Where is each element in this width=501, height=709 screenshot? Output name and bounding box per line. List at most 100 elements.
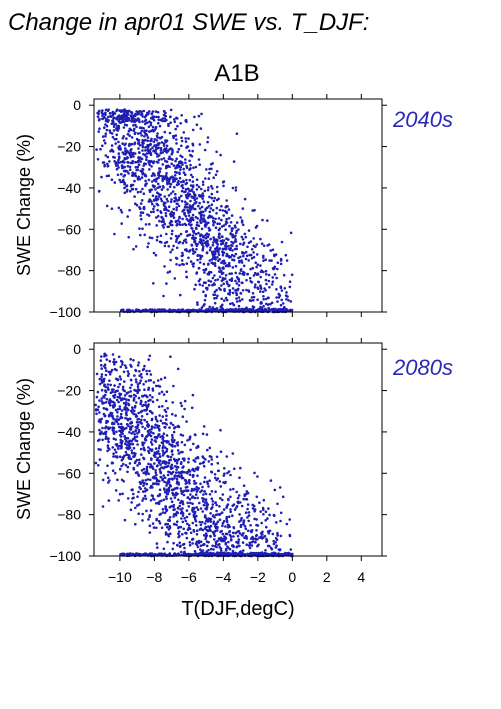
data-point xyxy=(161,449,164,452)
data-point xyxy=(221,180,225,184)
data-point xyxy=(210,490,214,493)
data-point xyxy=(176,449,180,452)
data-point xyxy=(132,412,135,416)
data-point xyxy=(274,537,278,540)
data-point xyxy=(168,221,172,225)
data-point xyxy=(100,375,103,379)
data-point xyxy=(218,275,222,279)
data-point xyxy=(159,197,163,201)
data-point xyxy=(164,175,168,179)
data-point xyxy=(229,495,232,499)
data-point xyxy=(244,527,248,531)
data-point xyxy=(192,249,195,253)
ticks-2040s: 0−20−40−60−80−100 xyxy=(49,94,387,320)
data-point xyxy=(106,155,110,159)
data-point xyxy=(150,494,154,497)
data-point xyxy=(211,276,215,280)
data-point xyxy=(265,525,268,529)
data-point xyxy=(168,185,172,188)
data-point xyxy=(124,117,128,121)
data-point xyxy=(180,489,183,493)
data-point xyxy=(210,462,214,466)
data-point xyxy=(191,196,194,199)
data-point xyxy=(202,497,205,501)
data-point xyxy=(149,441,153,444)
data-point xyxy=(181,466,184,469)
data-point xyxy=(187,460,190,464)
data-point xyxy=(167,490,171,493)
data-point xyxy=(159,167,162,170)
data-point xyxy=(144,184,147,187)
data-point xyxy=(154,188,157,191)
data-point xyxy=(114,489,118,492)
data-point xyxy=(201,284,204,287)
data-point xyxy=(199,490,202,494)
data-point xyxy=(217,469,220,473)
data-point xyxy=(202,262,206,266)
data-point xyxy=(181,209,184,213)
data-point xyxy=(154,417,158,421)
data-point xyxy=(175,246,179,250)
data-point xyxy=(143,135,146,138)
data-point xyxy=(225,506,228,510)
data-point xyxy=(235,275,239,279)
data-point xyxy=(257,280,260,284)
data-point xyxy=(112,360,115,364)
data-point xyxy=(145,158,148,161)
data-point xyxy=(185,509,189,512)
data-point xyxy=(138,420,141,424)
data-point xyxy=(167,244,170,248)
data-point xyxy=(215,455,219,459)
data-point xyxy=(117,119,121,122)
data-point xyxy=(175,138,178,141)
data-point xyxy=(175,206,178,209)
data-point xyxy=(249,299,253,303)
data-point xyxy=(161,511,165,514)
data-point xyxy=(137,512,140,515)
data-point xyxy=(149,142,152,146)
data-point xyxy=(163,208,166,211)
data-point xyxy=(109,404,112,407)
data-point xyxy=(202,214,206,217)
data-point xyxy=(162,474,165,477)
data-point xyxy=(117,152,121,155)
data-point xyxy=(209,547,213,551)
data-point xyxy=(117,400,120,404)
data-point xyxy=(191,474,195,477)
data-point xyxy=(230,277,234,280)
data-point xyxy=(169,497,173,500)
data-point xyxy=(161,163,165,166)
data-point xyxy=(110,207,114,210)
data-point xyxy=(192,166,195,170)
data-point xyxy=(134,245,138,248)
data-point xyxy=(126,156,129,160)
data-point xyxy=(181,241,185,245)
data-point xyxy=(157,446,161,450)
data-point xyxy=(142,490,145,493)
data-point xyxy=(153,144,156,147)
data-point xyxy=(136,424,140,427)
data-point xyxy=(139,214,142,217)
data-point xyxy=(151,160,155,164)
data-point xyxy=(196,303,199,306)
data-point xyxy=(117,124,121,128)
data-point xyxy=(167,194,171,197)
data-point xyxy=(150,200,153,203)
data-point xyxy=(120,222,123,225)
data-point xyxy=(189,531,193,535)
data-point xyxy=(270,283,274,286)
data-point xyxy=(128,127,132,131)
data-point xyxy=(149,139,152,143)
data-point xyxy=(181,217,184,221)
data-point xyxy=(178,223,182,226)
data-point xyxy=(121,426,125,429)
data-point xyxy=(231,544,234,547)
data-point xyxy=(168,506,172,509)
data-point xyxy=(116,173,120,177)
data-point xyxy=(180,492,184,495)
data-point xyxy=(111,120,115,123)
data-point xyxy=(156,457,159,460)
data-point xyxy=(228,291,232,294)
data-point xyxy=(209,280,213,283)
data-point xyxy=(149,478,152,482)
